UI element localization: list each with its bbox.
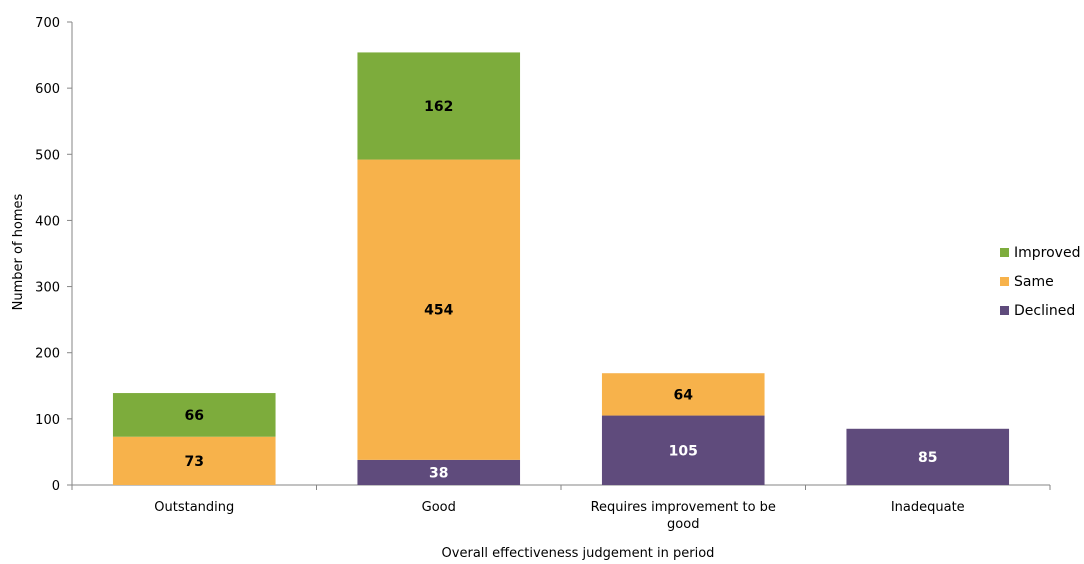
legend-swatch-declined xyxy=(1000,306,1009,315)
data-label: 38 xyxy=(429,465,448,481)
x-axis: Outstanding Good Requires improvement to b… xyxy=(71,484,1051,532)
bar-segment-improved xyxy=(112,393,276,437)
y-tick-label: 200 xyxy=(35,347,60,362)
bar-segment-declined xyxy=(357,459,521,485)
y-tick-label: 400 xyxy=(35,214,60,229)
data-label: 162 xyxy=(424,99,453,115)
data-label: 66 xyxy=(185,408,204,424)
data-label: 105 xyxy=(669,443,698,459)
y-tick-label: 600 xyxy=(35,82,60,97)
x-tick-label: Requires improvement to be good xyxy=(591,500,776,532)
bars xyxy=(112,52,1010,485)
y-tick-label: 700 xyxy=(35,16,60,31)
bar-segment-improved xyxy=(357,52,521,160)
x-tick-label: Inadequate xyxy=(891,500,965,515)
x-tick-label: Outstanding xyxy=(154,500,234,515)
legend: Improved Same Declined xyxy=(1000,245,1080,319)
y-axis-title: Number of homes xyxy=(11,193,26,310)
legend-swatch-same xyxy=(1000,277,1009,286)
data-label: 64 xyxy=(674,387,694,403)
y-tick-label: 100 xyxy=(35,413,60,428)
data-labels: 73 66 38 454 162 105 64 85 xyxy=(185,99,938,481)
x-tick-label: Good xyxy=(422,500,456,515)
y-tick-label: 300 xyxy=(35,281,60,296)
legend-swatch-improved xyxy=(1000,248,1009,257)
data-label: 73 xyxy=(185,454,204,470)
y-tick-label: 0 xyxy=(52,479,60,494)
legend-label: Improved xyxy=(1014,245,1080,261)
x-axis-title: Overall effectiveness judgement in perio… xyxy=(442,546,715,561)
data-label: 454 xyxy=(424,303,453,319)
y-tick-label: 500 xyxy=(35,148,60,163)
bar-segment-same xyxy=(357,159,521,460)
bar-segment-declined xyxy=(601,415,765,485)
y-axis: 0 100 200 300 400 500 600 700 xyxy=(35,16,73,494)
legend-label: Declined xyxy=(1014,303,1075,319)
data-label: 85 xyxy=(918,450,937,466)
bar-segment-same xyxy=(112,436,276,485)
bar-segment-same xyxy=(601,373,765,416)
bar-segment-declined xyxy=(846,428,1010,485)
legend-label: Same xyxy=(1014,274,1054,290)
